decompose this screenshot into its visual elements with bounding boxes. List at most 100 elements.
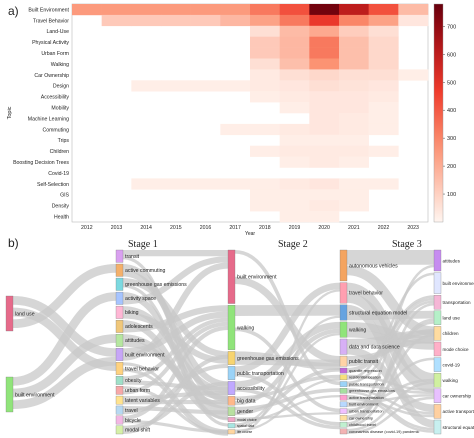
heatmap-cell xyxy=(339,47,369,59)
stage-title: Stage 1 xyxy=(128,239,158,250)
sankey-link xyxy=(346,390,435,431)
sankey-node xyxy=(339,355,348,367)
sankey-node-label: greenhouse gas emissions xyxy=(125,282,187,288)
colorbar-tick-label: 200 xyxy=(447,164,456,170)
sankey-node-label: structural equation modeling xyxy=(443,425,474,430)
heatmap-cell xyxy=(190,4,221,16)
sankey-node xyxy=(339,401,348,408)
heatmap-cell xyxy=(279,134,310,146)
sankey-node-label: modal shift xyxy=(125,428,151,434)
sankey-node xyxy=(115,249,124,263)
colorbar-tick-label: 600 xyxy=(447,52,456,58)
heatmap-cell xyxy=(309,80,340,92)
heatmap-cell xyxy=(309,189,340,201)
stage-title: Stage 2 xyxy=(278,239,308,250)
sankey-link xyxy=(234,333,341,428)
panel-b-label: b) xyxy=(8,236,19,250)
sankey-node-label: data and data science xyxy=(349,345,400,351)
heatmap-cell xyxy=(339,80,369,92)
sankey-node xyxy=(339,249,348,282)
sankey-node xyxy=(227,429,236,435)
sankey-node xyxy=(227,305,236,350)
heatmap-cell xyxy=(250,47,280,59)
sankey-node xyxy=(227,423,236,429)
sankey-node-label: accessibility xyxy=(237,386,265,392)
heatmap-cell xyxy=(250,91,280,103)
sankey-node-label: quantile regression xyxy=(349,368,382,373)
x-tick-label: 2015 xyxy=(170,225,182,231)
stage-title: Stage 3 xyxy=(392,239,422,250)
x-tick-label: 2012 xyxy=(81,225,93,231)
y-tick-label: Mobility xyxy=(51,106,69,112)
sankey-node xyxy=(433,272,442,294)
x-tick-label: 2023 xyxy=(407,225,419,231)
sankey-link xyxy=(122,380,229,391)
sankey-node xyxy=(115,395,124,405)
heatmap-cell xyxy=(220,178,251,190)
heatmap-cell xyxy=(368,14,399,27)
sankey-link xyxy=(346,384,435,394)
heatmap-cell xyxy=(220,123,251,136)
sankey-node xyxy=(433,341,442,357)
sankey-node xyxy=(433,419,442,435)
sankey-node xyxy=(339,381,348,387)
heatmap-cell xyxy=(279,58,310,70)
sankey-node xyxy=(339,282,348,304)
x-tick-label: 2022 xyxy=(378,225,390,231)
sankey-link xyxy=(12,292,117,386)
sankey-link xyxy=(122,325,229,420)
x-axis-label: Year xyxy=(245,231,255,236)
sankey-node-label: public transit xyxy=(349,359,379,365)
heatmap-cell xyxy=(368,123,399,136)
sankey-node-label: travel behavior xyxy=(349,291,383,297)
sankey-node xyxy=(339,367,348,374)
sankey-node-label: transportation xyxy=(443,300,472,305)
sankey-node xyxy=(115,277,124,291)
sankey-link xyxy=(234,367,341,415)
heatmap-cell xyxy=(279,200,310,212)
sankey-node-label: gender xyxy=(237,409,253,415)
sankey-node-label: mode choice xyxy=(443,347,469,352)
heatmap-cell xyxy=(250,4,280,16)
sankey-link xyxy=(234,412,341,420)
heatmap-cell xyxy=(279,211,310,223)
sankey-link xyxy=(122,381,229,430)
sankey-node-label: greenhouse gas emissions xyxy=(237,356,299,362)
sankey-link xyxy=(12,264,117,329)
sankey-node xyxy=(115,263,124,277)
sankey-node xyxy=(433,373,442,388)
heatmap-cell xyxy=(368,69,399,81)
y-tick-label: Design xyxy=(53,84,69,90)
heatmap-cell xyxy=(161,178,191,190)
heatmap-cell xyxy=(339,200,369,212)
sankey-node xyxy=(339,388,348,394)
heatmap-cell xyxy=(309,178,340,190)
y-tick-label: Car Ownership xyxy=(34,73,69,79)
heatmap-cell xyxy=(279,123,310,136)
colorbar-tick-label: 300 xyxy=(447,136,456,142)
heatmap-cell xyxy=(339,14,369,27)
sankey-link xyxy=(346,381,435,432)
heatmap-cell xyxy=(309,47,340,59)
heatmap-cell xyxy=(161,80,191,92)
heatmap-cell xyxy=(279,189,310,201)
y-axis-label: Topic xyxy=(7,106,13,119)
sankey-node-label: covid-19 xyxy=(443,362,461,367)
y-tick-label: GIS xyxy=(60,193,69,199)
heatmap-cell xyxy=(250,178,280,190)
sankey-link xyxy=(122,419,229,434)
x-tick-label: 2019 xyxy=(289,225,301,231)
sankey-node-label: travel xyxy=(125,408,138,414)
heatmap-cell xyxy=(309,156,340,168)
sankey-node-label: land use xyxy=(15,311,35,317)
sankey-node-label: latent variables xyxy=(125,398,160,404)
sankey-node-label: car ownership xyxy=(443,394,472,399)
sankey-node xyxy=(433,388,442,403)
sankey-link xyxy=(122,305,229,333)
heatmap-cell xyxy=(279,4,310,16)
sankey-node-label: public transportation xyxy=(237,371,284,377)
sankey-node xyxy=(115,305,124,319)
sankey-node-label: coronavirus disease (covid-19) pandemic xyxy=(349,429,419,434)
sankey-link xyxy=(346,302,435,425)
sankey-node-label: car ownership xyxy=(349,415,373,420)
